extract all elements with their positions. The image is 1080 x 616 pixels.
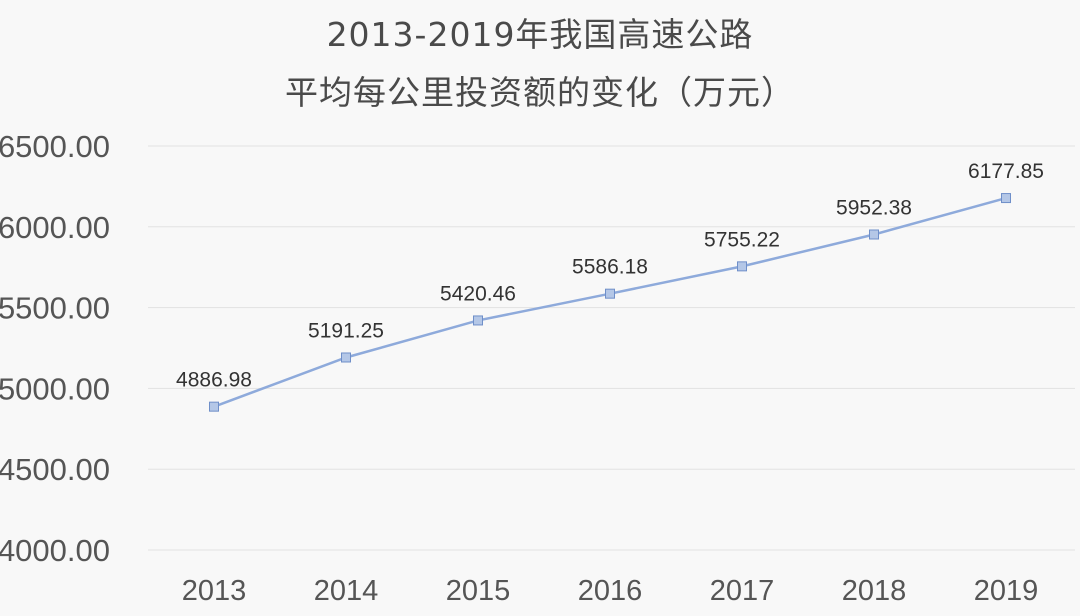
x-axis-ticks: 2013 2014 2015 2016 2017 2018 2019 (182, 575, 1039, 607)
y-tick-label: 6500.00 (0, 129, 110, 164)
y-tick-label: 5500.00 (0, 291, 110, 326)
data-point (1001, 193, 1011, 204)
data-label: 5952.38 (836, 196, 912, 219)
data-label: 5755.22 (704, 228, 780, 251)
x-tick-label: 2019 (974, 575, 1039, 607)
x-tick-label: 2013 (182, 575, 247, 607)
y-axis-ticks: 4000.00 4500.00 5000.00 5500.00 6000.00 6500.… (0, 129, 110, 568)
data-label: 5586.18 (572, 256, 648, 279)
x-tick-label: 2016 (578, 575, 643, 607)
x-tick-label: 2017 (710, 575, 775, 607)
data-point (869, 229, 879, 240)
data-markers (209, 193, 1011, 412)
series-line (213, 196, 1007, 408)
chart-subtitle: 平均每公里投资额的变化（万元） (285, 73, 795, 112)
data-label: 4886.98 (176, 369, 252, 392)
chart-title: 2013-2019年我国高速公路 (326, 15, 754, 54)
data-point (341, 352, 351, 363)
y-tick-label: 5000.00 (0, 371, 110, 406)
data-label: 6177.85 (968, 160, 1044, 183)
gridlines (148, 145, 1075, 551)
x-tick-label: 2015 (446, 575, 511, 607)
y-tick-label: 4500.00 (0, 452, 110, 487)
y-tick-label: 6000.00 (0, 210, 110, 245)
data-point (473, 315, 483, 326)
data-point (605, 288, 615, 299)
data-point (209, 401, 219, 412)
y-tick-label: 4000.00 (0, 533, 110, 568)
series-line-path (213, 196, 1007, 408)
data-labels: 4886.98 5191.25 5420.46 5586.18 5755.22 5952.… (176, 160, 1044, 392)
data-label: 5191.25 (308, 319, 384, 342)
data-label: 5420.46 (440, 282, 516, 305)
x-tick-label: 2018 (842, 575, 907, 607)
x-tick-label: 2014 (314, 575, 379, 607)
data-point (737, 261, 747, 272)
